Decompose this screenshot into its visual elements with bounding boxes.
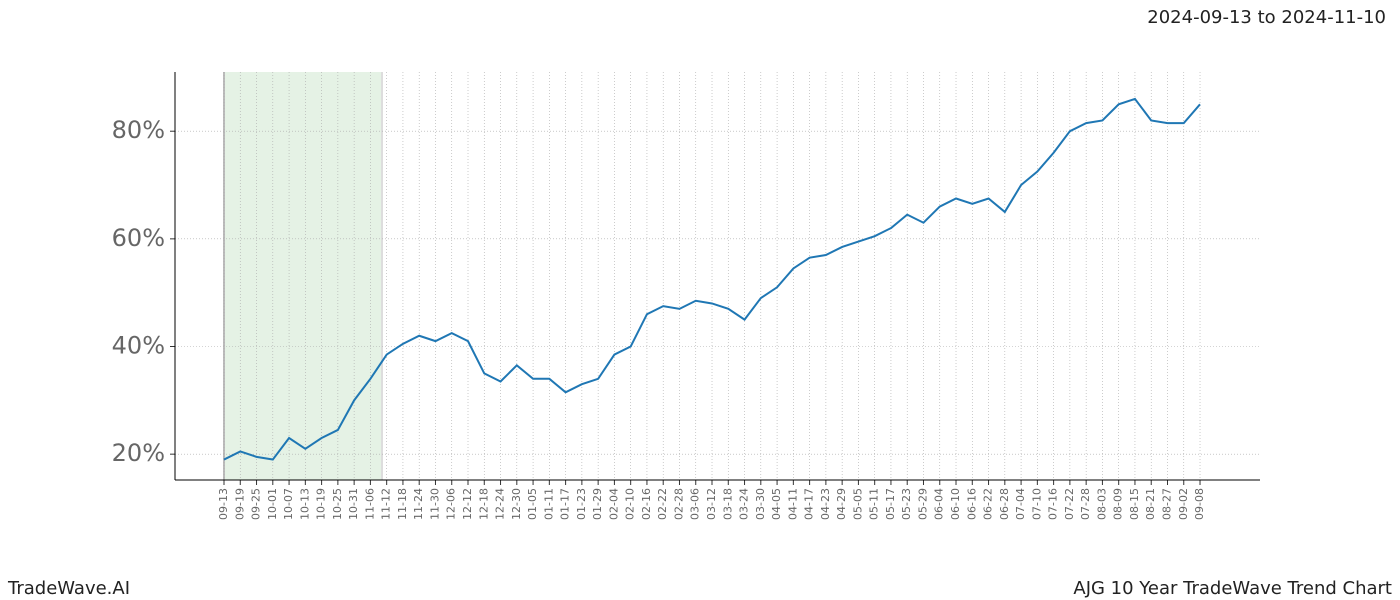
x-tick-label: 04-29 xyxy=(835,488,848,520)
y-tick-label: 80% xyxy=(112,116,165,144)
x-tick-label: 03-18 xyxy=(721,488,734,520)
x-tick-label: 07-16 xyxy=(1047,488,1060,520)
x-tick-label: 08-03 xyxy=(1095,488,1108,520)
y-tick-label: 20% xyxy=(112,439,165,467)
y-tick-label: 40% xyxy=(112,332,165,360)
x-tick-label: 12-18 xyxy=(477,488,490,520)
x-tick-label: 10-01 xyxy=(266,488,279,520)
x-tick-label: 01-17 xyxy=(559,488,572,520)
x-tick-label: 07-22 xyxy=(1063,488,1076,520)
x-tick-label: 10-07 xyxy=(282,488,295,520)
x-tick-label: 12-30 xyxy=(510,488,523,520)
x-tick-label: 08-21 xyxy=(1144,488,1157,520)
x-tick-label: 05-23 xyxy=(900,488,913,520)
x-tick-label: 06-16 xyxy=(965,488,978,520)
x-tick-label: 03-12 xyxy=(705,488,718,520)
x-tick-label: 11-06 xyxy=(363,488,376,520)
x-tick-label: 11-30 xyxy=(428,488,441,520)
x-tick-label: 04-17 xyxy=(803,488,816,520)
x-tick-label: 03-24 xyxy=(738,488,751,520)
x-tick-label: 01-11 xyxy=(542,488,555,520)
x-tick-label: 10-25 xyxy=(331,488,344,520)
trend-line xyxy=(223,97,1201,461)
x-tick-label: 07-04 xyxy=(1014,488,1027,520)
x-tick-label: 09-25 xyxy=(250,488,263,520)
footer-right: AJG 10 Year TradeWave Trend Chart xyxy=(1073,578,1392,599)
x-tick-label: 11-12 xyxy=(380,488,393,520)
x-tick-label: 01-29 xyxy=(591,488,604,520)
x-tick-label: 03-30 xyxy=(754,488,767,520)
x-tick-label: 09-13 xyxy=(217,488,230,520)
x-tick-label: 09-08 xyxy=(1193,488,1206,520)
x-tick-label: 12-12 xyxy=(461,488,474,520)
x-tick-label: 04-23 xyxy=(819,488,832,520)
x-tick-label: 07-28 xyxy=(1079,488,1092,520)
x-tick-label: 02-04 xyxy=(607,488,620,520)
x-tick-label: 05-29 xyxy=(916,488,929,520)
x-tick-label: 10-13 xyxy=(298,488,311,520)
x-tick-label: 06-10 xyxy=(949,488,962,520)
x-tick-label: 02-22 xyxy=(656,488,669,520)
x-tick-label: 10-31 xyxy=(347,488,360,520)
x-tick-label: 09-02 xyxy=(1177,488,1190,520)
x-tick-label: 05-05 xyxy=(851,488,864,520)
x-tick-label: 08-15 xyxy=(1128,488,1141,520)
x-tick-label: 12-24 xyxy=(494,488,507,520)
x-tick-label: 01-23 xyxy=(575,488,588,520)
x-tick-label: 06-28 xyxy=(998,488,1011,520)
x-tick-label: 11-24 xyxy=(412,488,425,520)
x-tick-label: 01-05 xyxy=(526,488,539,520)
y-tick-label: 60% xyxy=(112,224,165,252)
chart-title: 2024-09-13 to 2024-11-10 xyxy=(1147,7,1386,28)
x-tick-label: 02-16 xyxy=(640,488,653,520)
x-tick-label: 12-06 xyxy=(445,488,458,520)
x-tick-label: 10-19 xyxy=(315,488,328,520)
x-tick-label: 08-09 xyxy=(1112,488,1125,520)
x-tick-label: 05-11 xyxy=(868,488,881,520)
footer-left: TradeWave.AI xyxy=(7,578,130,599)
x-tick-label: 07-10 xyxy=(1030,488,1043,520)
x-tick-label: 02-28 xyxy=(672,488,685,520)
x-tick-label: 06-22 xyxy=(982,488,995,520)
x-tick-label: 09-19 xyxy=(233,488,246,520)
x-tick-label: 02-10 xyxy=(624,488,637,520)
x-tick-label: 04-05 xyxy=(770,488,783,520)
x-tick-label: 08-27 xyxy=(1160,488,1173,520)
x-tick-label: 03-06 xyxy=(689,488,702,520)
highlight-window xyxy=(224,72,382,480)
x-tick-label: 11-18 xyxy=(396,488,409,520)
x-tick-label: 04-11 xyxy=(786,488,799,520)
x-tick-label: 05-17 xyxy=(884,488,897,520)
x-tick-label: 06-04 xyxy=(933,488,946,520)
